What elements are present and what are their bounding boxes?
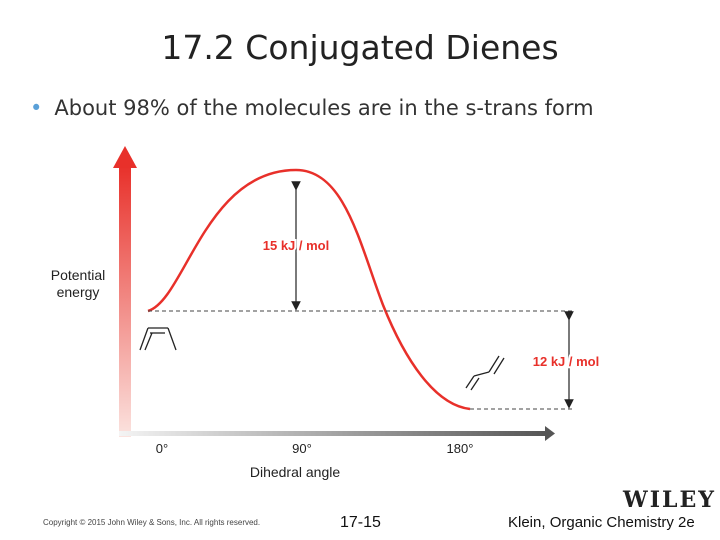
x-tick-180: 180° (447, 441, 474, 456)
s-cis-diene-structure (139, 327, 177, 351)
footer-page-number: 17-15 (340, 514, 381, 531)
x-axis-arrowhead (545, 426, 555, 441)
footer-book-title: Klein, Organic Chemistry 2e (508, 514, 695, 531)
y-axis-label-line1: Potential (51, 267, 105, 283)
energy-curve (147, 168, 471, 411)
energy-diagram: Potential energy 0° 90° 180° Dihedral an… (51, 146, 601, 480)
difference-label: 12 kJ / mol (533, 354, 599, 369)
x-tick-0: 0° (156, 441, 168, 456)
x-axis-label: Dihedral angle (250, 464, 340, 480)
slide-title: 17.2 Conjugated Dienes (161, 28, 559, 67)
bullet-item: • About 98% of the molecules are in the s… (30, 96, 594, 120)
x-axis (119, 431, 547, 436)
y-axis-label-line2: energy (57, 284, 100, 300)
s-trans-diene-structure (465, 355, 505, 391)
y-axis-arrowhead (113, 146, 137, 168)
y-axis (119, 165, 131, 437)
bullet-dot-icon: • (30, 96, 43, 120)
publisher-logo: WILEY (623, 487, 716, 513)
footer-copyright: Copyright © 2015 John Wiley & Sons, Inc.… (43, 518, 261, 527)
barrier-label: 15 kJ / mol (263, 238, 329, 253)
bullet-text: About 98% of the molecules are in the s-… (54, 96, 594, 120)
x-tick-90: 90° (292, 441, 312, 456)
